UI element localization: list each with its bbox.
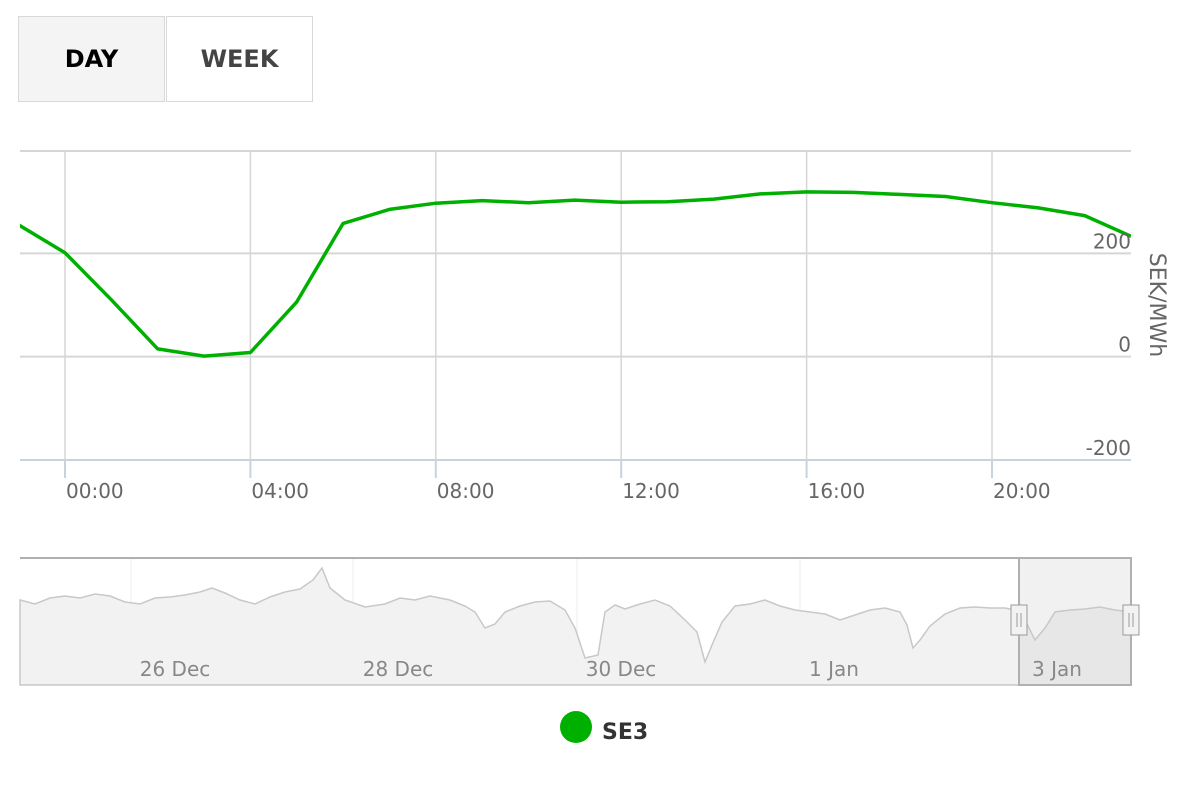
y-tick-labels: 200 0 -200	[1086, 229, 1131, 460]
navigator-tick-label: 28 Dec	[363, 657, 434, 681]
navigator-selected-range[interactable]	[1018, 557, 1132, 686]
navigator-tick-labels: 26 Dec 28 Dec 30 Dec 1 Jan 3 Jan	[140, 657, 1082, 681]
series-layer	[20, 190, 1131, 358]
x-tick-label: 08:00	[437, 479, 495, 503]
y-axis-label: SEK/MWh	[1144, 253, 1169, 357]
navigator-tick-label: 1 Jan	[809, 657, 859, 681]
y-tick-label: 200	[1093, 229, 1131, 253]
legend-marker	[560, 710, 592, 743]
x-gridlines	[64, 150, 993, 478]
series-line-se3	[20, 190, 1131, 358]
x-tick-label: 04:00	[251, 479, 309, 503]
x-tick-label: 12:00	[622, 479, 680, 503]
tab-day[interactable]: DAY	[18, 16, 165, 102]
navigator-tick-label: 26 Dec	[140, 657, 211, 681]
x-tick-label: 00:00	[66, 479, 124, 503]
y-tick-label: -200	[1086, 436, 1131, 460]
navigator-series-area	[19, 566, 1132, 686]
legend-label: SE3	[602, 720, 649, 745]
navigator-tick-label: 3 Jan	[1032, 657, 1082, 681]
x-tick-label: 20:00	[993, 479, 1051, 503]
x-tick-labels: 00:00 04:00 08:00 12:00 16:00 20:00	[66, 479, 1051, 503]
period-tabs: DAY WEEK	[18, 16, 313, 102]
navigator-tick-label: 30 Dec	[586, 657, 657, 681]
navigator-right-handle[interactable]	[1122, 604, 1140, 636]
legend-item-se3[interactable]: SE3	[560, 708, 648, 745]
x-tick-label: 16:00	[808, 479, 866, 503]
navigator[interactable]: 26 Dec 28 Dec 30 Dec 1 Jan 3 Jan	[19, 557, 1140, 686]
y-tick-label: 0	[1118, 333, 1131, 357]
tab-week[interactable]: WEEK	[166, 16, 313, 102]
navigator-left-handle[interactable]	[1010, 604, 1028, 636]
